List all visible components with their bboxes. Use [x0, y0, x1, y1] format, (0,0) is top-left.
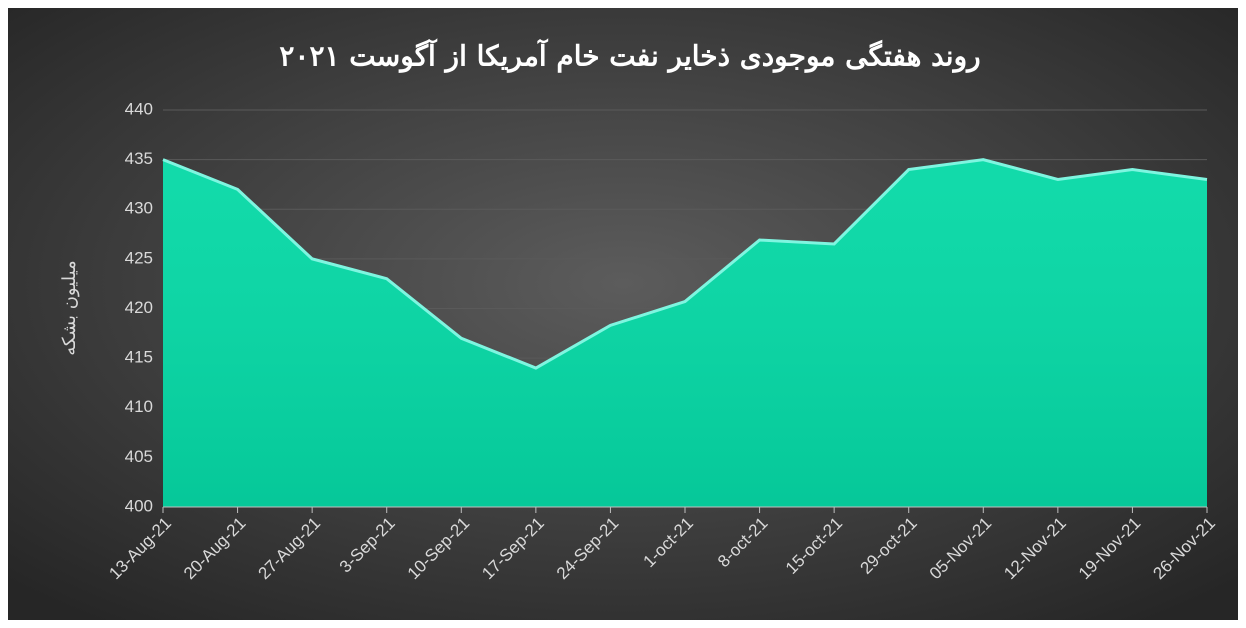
area-edge — [162, 158, 1208, 370]
chart-title: روند هفتگی موجودی ذخایر نفت خام آمریکا ا… — [279, 38, 980, 74]
y-tick-label: 425 — [125, 248, 153, 267]
area-shade — [163, 159, 1207, 507]
y-tick-label: 430 — [125, 199, 153, 218]
y-axis-label: میلیون بشکه — [59, 260, 80, 355]
y-tick-label: 405 — [125, 447, 153, 466]
y-tick-label: 415 — [125, 348, 153, 367]
y-tick-label: 440 — [125, 99, 153, 118]
y-tick-label: 420 — [125, 298, 153, 317]
y-tick-label: 410 — [125, 397, 153, 416]
y-tick-label: 400 — [125, 496, 153, 515]
y-tick-label: 435 — [125, 149, 153, 168]
